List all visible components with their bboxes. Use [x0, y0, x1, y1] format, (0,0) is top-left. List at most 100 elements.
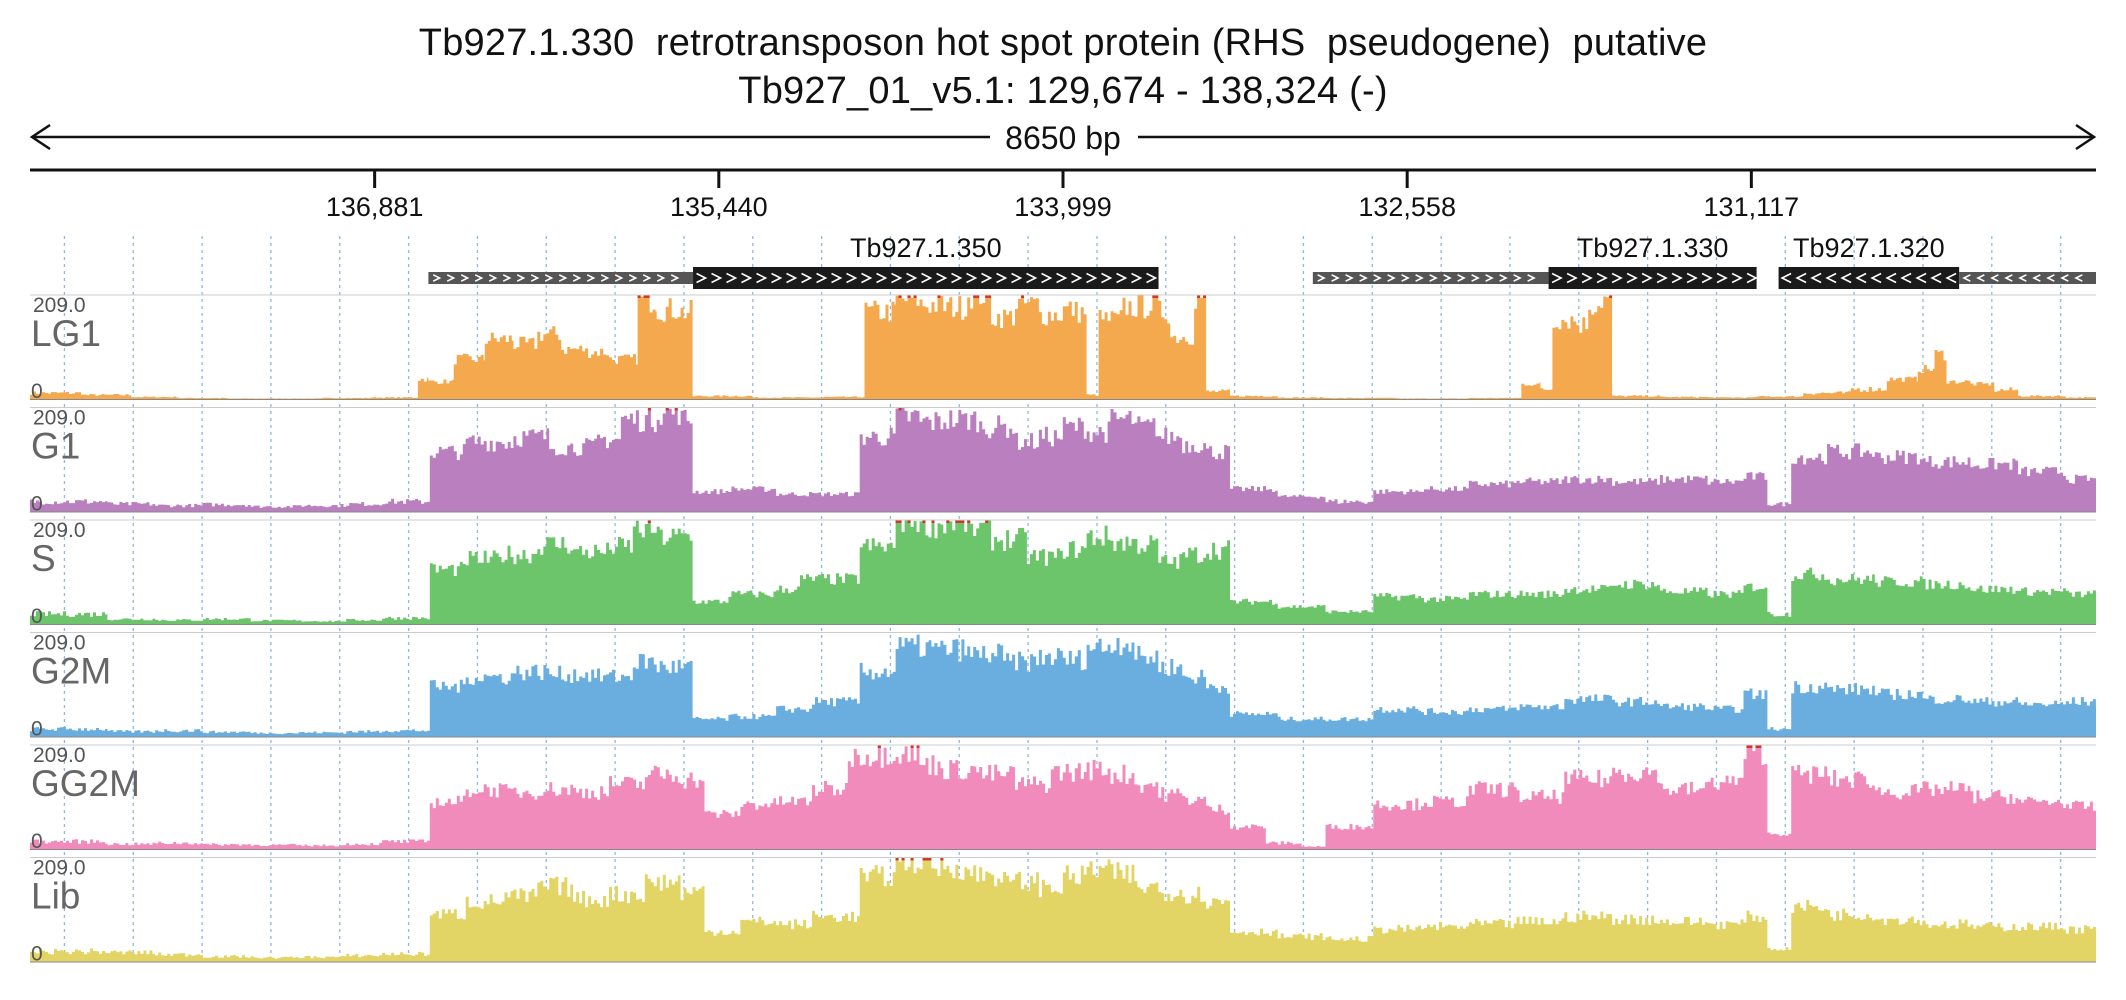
- clip-marker: [1758, 745, 1762, 748]
- clip-marker: [925, 857, 929, 861]
- strand-arrow-icon: [966, 272, 978, 284]
- gene-label: Tb927.1.350: [850, 233, 1002, 263]
- strand-arrow-icon: [1513, 274, 1522, 282]
- gene-track: Tb927.1.350 Tb927.1.330 Tb927.1.320: [428, 233, 2096, 289]
- strand-arrow-icon: [756, 272, 768, 284]
- clip-marker: [916, 745, 920, 748]
- span-label: 8650 bp: [1005, 120, 1121, 156]
- clip-marker: [643, 295, 647, 298]
- clip-marker: [877, 745, 881, 748]
- coverage-tracks: 209.0LG10209.0G10209.0S0209.0G2M0209.0GG…: [30, 294, 2096, 966]
- strand-arrow-icon: [1976, 274, 1985, 282]
- strand-arrow-icon: [1915, 272, 1927, 284]
- scale-arrow-right-icon: [2075, 123, 2097, 151]
- track-name-label: LG1: [31, 313, 101, 354]
- strand-arrow-icon: [1131, 272, 1143, 284]
- strand-arrow-icon: [544, 274, 554, 282]
- strand-arrow-icon: [1611, 272, 1623, 284]
- strand-arrow-icon: [2032, 274, 2041, 282]
- coverage-area: [30, 520, 2096, 624]
- clip-marker: [674, 407, 678, 411]
- strand-arrow-icon: [1527, 274, 1536, 282]
- strand-arrow-icon: [696, 272, 708, 284]
- track-name-label: GG2M: [31, 763, 140, 804]
- strand-arrow-icon: [846, 272, 858, 284]
- strand-arrow-icon: [1401, 274, 1410, 282]
- strand-arrow-icon: [1373, 274, 1382, 282]
- strand-arrow-icon: [1101, 272, 1113, 284]
- clip-marker: [1749, 745, 1753, 748]
- locus-subtitle: Tb927_01_v5.1: 129,674 - 138,324 (-): [738, 70, 1388, 112]
- strand-arrow-icon: [2046, 274, 2055, 282]
- clip-marker: [901, 857, 905, 861]
- strand-arrow-icon: [1840, 272, 1852, 284]
- gene-label: Tb927.1.330: [1577, 233, 1729, 263]
- track-name-label: G1: [31, 426, 80, 467]
- strand-arrow-icon: [831, 272, 843, 284]
- strand-arrow-icon: [1810, 272, 1822, 284]
- track-min-label: 0: [31, 943, 43, 966]
- track-max-label: 209.0: [33, 744, 86, 767]
- clip-marker: [647, 520, 651, 523]
- strand-arrow-icon: [600, 274, 610, 282]
- strand-arrow-icon: [711, 272, 723, 284]
- gene-feature: [1959, 272, 2096, 284]
- strand-arrow-icon: [1429, 274, 1438, 282]
- chart-title: Tb927.1.330 retrotransposon hot spot pro…: [418, 22, 1708, 64]
- strand-arrow-icon: [432, 274, 442, 282]
- clip-marker: [961, 520, 965, 523]
- track-max-label: 209.0: [33, 519, 86, 542]
- clip-marker: [967, 520, 971, 523]
- strand-arrow-icon: [1701, 272, 1713, 284]
- clip-marker: [976, 295, 980, 298]
- strand-arrow-icon: [446, 274, 456, 282]
- clip-marker: [1203, 295, 1207, 298]
- strand-arrow-icon: [1930, 272, 1942, 284]
- strand-arrow-icon: [1317, 274, 1326, 282]
- strand-arrow-icon: [1041, 272, 1053, 284]
- clip-marker: [922, 520, 926, 523]
- clip-marker: [931, 520, 935, 523]
- clip-marker: [913, 295, 917, 298]
- track-min-label: 0: [31, 493, 43, 516]
- strand-arrow-icon: [1626, 272, 1638, 284]
- clip-marker: [1020, 295, 1024, 298]
- track-min-label: 0: [31, 605, 43, 628]
- strand-arrow-icon: [891, 272, 903, 284]
- clip-marker: [988, 295, 992, 298]
- track-g1: 209.0G1 0: [30, 407, 2096, 516]
- clip-marker: [955, 520, 959, 523]
- track-s: 209.0S 0: [30, 519, 2096, 628]
- track-name-label: G2M: [31, 651, 111, 692]
- track-max-label: 209.0: [33, 407, 86, 430]
- coverage-area: [30, 295, 2096, 399]
- strand-arrow-icon: [1026, 272, 1038, 284]
- strand-arrow-icon: [516, 274, 526, 282]
- strand-arrow-icon: [1870, 272, 1882, 284]
- strand-arrow-icon: [1731, 272, 1743, 284]
- strand-arrow-icon: [996, 272, 1008, 284]
- strand-arrow-icon: [558, 274, 568, 282]
- clip-marker: [907, 295, 911, 298]
- strand-arrow-icon: [1656, 272, 1668, 284]
- clip-marker: [1755, 745, 1759, 748]
- strand-arrow-icon: [1387, 274, 1396, 282]
- strand-arrow-icon: [936, 272, 948, 284]
- strand-arrow-icon: [530, 274, 540, 282]
- gene-feature: [1778, 267, 1960, 289]
- strand-arrow-icon: [2060, 274, 2069, 282]
- strand-arrow-icon: [1716, 272, 1728, 284]
- strand-arrow-icon: [474, 274, 484, 282]
- clip-marker: [898, 520, 902, 523]
- strand-arrow-icon: [614, 274, 624, 282]
- strand-arrow-icon: [981, 272, 993, 284]
- gene-feature: [693, 267, 1159, 289]
- strand-arrow-icon: [786, 272, 798, 284]
- strand-arrow-icon: [951, 272, 963, 284]
- strand-arrow-icon: [488, 274, 498, 282]
- strand-arrow-icon: [1885, 272, 1897, 284]
- clip-marker: [647, 407, 651, 411]
- strand-arrow-icon: [1671, 272, 1683, 284]
- strand-arrow-icon: [1499, 274, 1508, 282]
